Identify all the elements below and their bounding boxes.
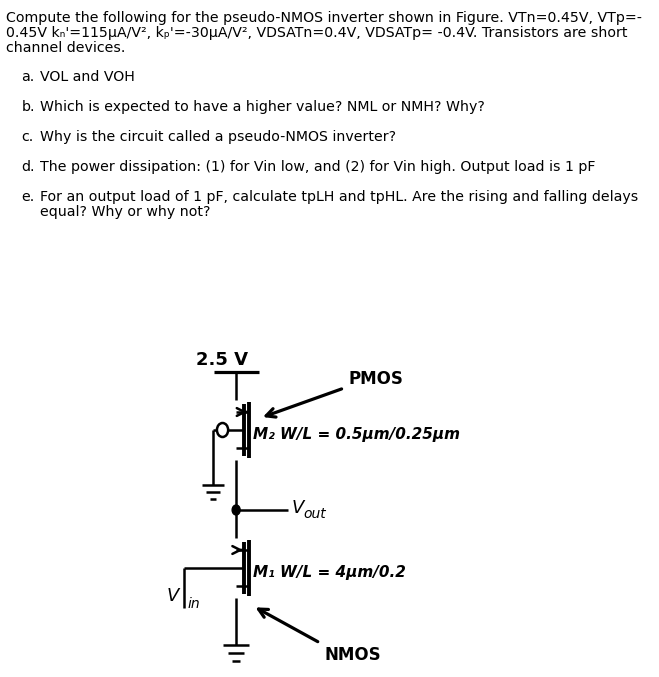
Text: M₂ W/L = 0.5μm/0.25μm: M₂ W/L = 0.5μm/0.25μm: [253, 427, 460, 443]
Text: $V$: $V$: [291, 499, 306, 517]
Text: $V$: $V$: [165, 587, 181, 605]
Text: e.: e.: [22, 190, 35, 204]
Text: 0.45V kₙ'=115μA/V², kₚ'=-30μA/V², VDSATn=0.4V, VDSATp= -0.4V. Transistors are sh: 0.45V kₙ'=115μA/V², kₚ'=-30μA/V², VDSATn…: [7, 26, 628, 40]
Text: The power dissipation: (1) for Vin low, and (2) for Vin high. Output load is 1 p: The power dissipation: (1) for Vin low, …: [40, 160, 595, 174]
Text: c.: c.: [22, 130, 34, 144]
Text: PMOS: PMOS: [348, 370, 403, 388]
Text: b.: b.: [22, 100, 35, 114]
Text: NMOS: NMOS: [324, 646, 381, 664]
Text: 2.5 V: 2.5 V: [196, 351, 248, 369]
Text: channel devices.: channel devices.: [7, 41, 126, 55]
Text: Why is the circuit called a pseudo-NMOS inverter?: Why is the circuit called a pseudo-NMOS …: [40, 130, 396, 144]
Text: VOL and VOH: VOL and VOH: [40, 70, 135, 84]
Text: For an output load of 1 pF, calculate tpLH and tpHL. Are the rising and falling : For an output load of 1 pF, calculate tp…: [40, 190, 639, 204]
Text: equal? Why or why not?: equal? Why or why not?: [40, 205, 210, 219]
Text: M₁ W/L = 4μm/0.2: M₁ W/L = 4μm/0.2: [253, 565, 406, 580]
Text: Which is expected to have a higher value? NML or NMH? Why?: Which is expected to have a higher value…: [40, 100, 485, 114]
Circle shape: [232, 505, 240, 515]
Text: Compute the following for the pseudo-NMOS inverter shown in Figure. VTn=0.45V, V: Compute the following for the pseudo-NMO…: [7, 11, 643, 25]
Text: out: out: [303, 507, 326, 521]
Text: in: in: [187, 597, 200, 611]
Text: d.: d.: [22, 160, 35, 174]
Text: a.: a.: [22, 70, 35, 84]
